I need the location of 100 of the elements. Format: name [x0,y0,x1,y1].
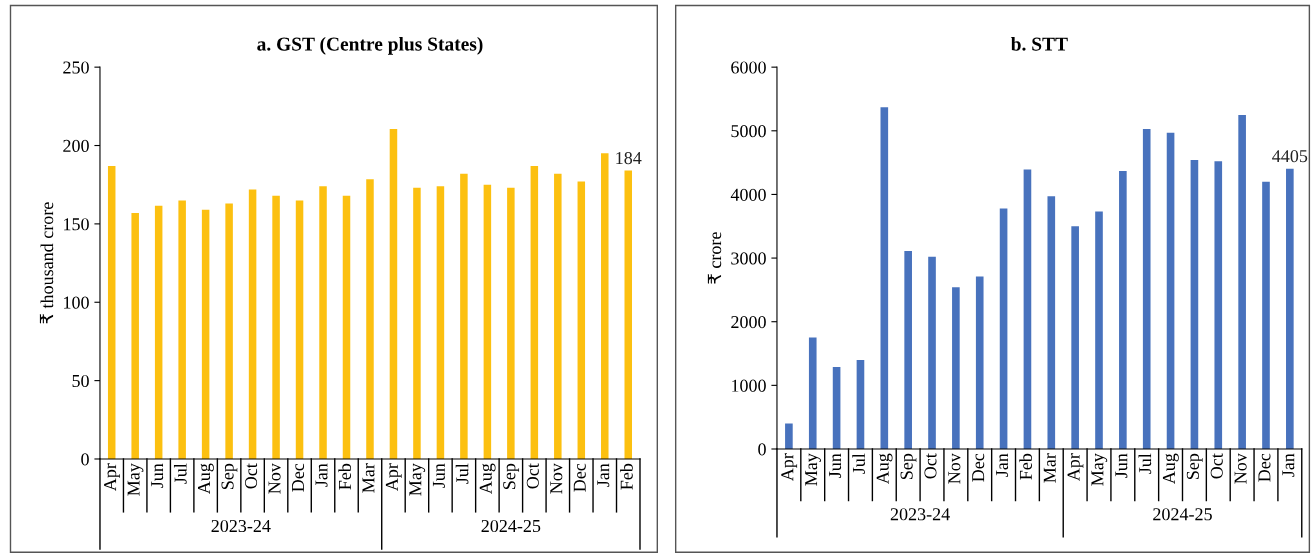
x-tick-label: Apr [1067,453,1084,482]
bar [154,205,163,459]
x-tick-label: Jan [315,463,328,487]
bar [952,287,960,449]
x-tick-label: Jul [455,463,469,484]
x-tick-label: Aug [1162,453,1179,485]
x-tick-label: Feb [620,463,633,490]
bar [554,173,562,459]
y-axis-title: ₹ crore [707,232,722,284]
x-tick-label: Jun [432,463,445,488]
x-tick-label: Jul [1138,453,1152,474]
x-tick-label: Sep [1186,453,1203,480]
x-tick-label: Feb [338,463,352,490]
x-tick-label: Sep [503,463,520,490]
text: 2024-25 [481,519,541,533]
bar [530,165,539,459]
bar [785,423,793,449]
x-tick-label: Feb [1019,453,1032,480]
bar [880,107,889,449]
y-tick-label: 5000 [731,125,766,138]
x-tick-label: Oct [526,463,539,489]
bar [904,251,912,449]
chart-title: b. STT [1010,37,1068,51]
bar [601,153,609,459]
x-tick-label: Mar [1043,453,1056,483]
bar [1286,168,1294,449]
bar [436,186,445,459]
y-axis-title: ₹ thousand crore [39,202,54,324]
bar [1166,132,1175,449]
bar [178,200,186,459]
x-tick-label: Apr [385,463,402,492]
text: 2024-25 [1153,508,1212,521]
x-tick-label: Jun [829,453,842,478]
x-tick-label: Jun [1115,453,1128,478]
y-tick-label: 250 [63,61,89,74]
text: 2023-24 [211,519,271,533]
x-tick-label: Dec [972,453,985,482]
x-tick-label: May [127,463,144,496]
x-tick-label: Nov [1234,453,1247,484]
text: 2023-24 [890,508,950,521]
bar [1190,160,1199,449]
x-tick-label: Dec [292,463,305,492]
y-tick-label: 150 [64,218,89,231]
y-tick-label: 50 [72,374,89,388]
bar [999,208,1008,449]
bar [975,276,984,449]
x-tick-label: Mar [362,463,375,493]
bar [1071,226,1079,449]
bar [1119,170,1127,449]
x-tick-label: Oct [244,463,258,489]
x-tick-label: Jul [173,463,187,484]
x-tick-label: Aug [876,453,893,485]
x-tick-label: Oct [924,453,937,479]
x-tick-label: Jun [151,463,164,488]
bar [577,181,586,459]
x-tick-label: Sep [900,453,917,480]
x-tick-label: May [1091,453,1108,486]
bar [1023,169,1032,449]
bar [832,366,841,449]
x-tick-label: May [805,453,821,486]
bar [413,187,421,459]
x-tick-label: Apr [104,463,120,492]
bar [107,165,116,459]
y-tick-label: 0 [81,453,89,466]
bar [389,129,398,459]
data-label: 4405 [1272,150,1308,163]
bar [483,184,492,459]
x-tick-label: Aug [198,463,214,495]
bar [856,359,865,449]
bar [319,186,327,459]
y-tick-label: 2000 [731,315,766,329]
bar [272,195,280,459]
x-tick-label: Nov [948,453,961,484]
bar [201,209,210,459]
y-tick-label: 6000 [731,61,766,74]
y-tick-label: 1000 [732,379,766,392]
x-tick-label: Dec [573,463,586,492]
x-tick-label: Nov [268,463,281,494]
bar [1262,181,1270,449]
bar [248,189,257,459]
bar [366,179,374,459]
x-tick-label: Oct [1210,453,1223,479]
bar [1095,211,1103,449]
x-tick-label: Apr [781,453,798,482]
x-tick-label: Sep [221,463,238,490]
x-tick-label: Jan [996,453,1009,477]
y-tick-label: 200 [63,139,89,152]
x-tick-label: May [409,463,426,496]
x-tick-label: Jul [852,453,865,474]
data-label: 184 [616,151,642,165]
x-tick-label: Dec [1258,453,1271,482]
bar [928,256,936,449]
y-tick-label: 0 [758,443,766,456]
x-tick-label: Aug [479,463,496,495]
chart-title: a. GST (Centre plus States) [257,37,483,55]
x-tick-label: Jan [597,463,610,487]
bar [131,212,139,459]
bar [342,195,351,459]
bar [1214,161,1223,449]
bar [624,170,633,459]
